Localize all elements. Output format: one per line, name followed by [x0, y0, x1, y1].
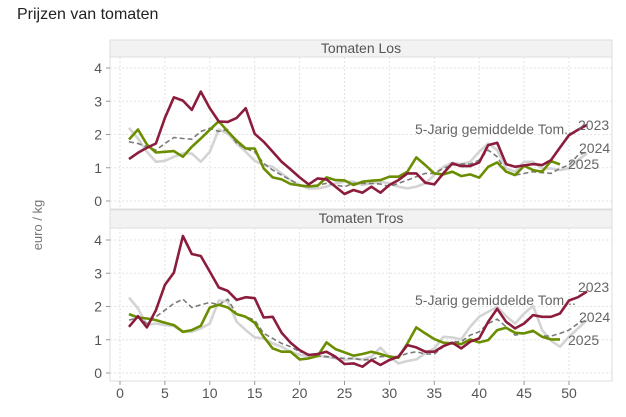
- series-label-2025: 2025: [568, 332, 599, 348]
- chart-title: Prijzen van tomaten: [17, 6, 159, 23]
- y-tick-label: 2: [94, 127, 102, 143]
- series-label-avg: 5-Jarig gemiddelde Tom...: [415, 121, 576, 137]
- x-tick-label: 15: [247, 385, 263, 401]
- x-tick-label: 20: [292, 385, 308, 401]
- series-label-2023: 2023: [578, 117, 609, 133]
- y-tick-label: 3: [94, 93, 102, 109]
- y-tick-label: 4: [94, 232, 102, 248]
- y-tick-label: 4: [94, 60, 102, 76]
- x-tick-label: 5: [161, 385, 169, 401]
- series-label-2023: 2023: [578, 279, 609, 295]
- series-line-2023: [128, 234, 588, 369]
- y-tick-label: 1: [94, 160, 102, 176]
- x-tick-label: 30: [382, 385, 398, 401]
- x-tick-label: 40: [471, 385, 487, 401]
- series-label-2024: 2024: [579, 309, 610, 325]
- x-tick-label: 45: [516, 385, 532, 401]
- x-tick-label: 50: [561, 385, 577, 401]
- series-label-2024: 2024: [579, 140, 610, 156]
- facet-strip-label: Tomaten Tros: [319, 210, 404, 226]
- y-tick-label: 0: [94, 193, 102, 209]
- series-label-avg: 5-Jarig gemiddelde Tom...: [415, 292, 576, 308]
- series-line-2023: [128, 90, 588, 196]
- y-tick-label: 1: [94, 332, 102, 348]
- y-axis-label: euro / kg: [30, 200, 45, 251]
- series-line-2025: [128, 303, 560, 361]
- series-line-2025: [128, 119, 561, 188]
- y-tick-label: 3: [94, 265, 102, 281]
- x-tick-label: 0: [116, 385, 124, 401]
- series-label-2025: 2025: [568, 156, 599, 172]
- x-tick-label: 10: [202, 385, 218, 401]
- x-tick-label: 35: [427, 385, 443, 401]
- y-tick-label: 0: [94, 365, 102, 381]
- facet-strip-label: Tomaten Los: [321, 40, 401, 56]
- x-tick-label: 25: [337, 385, 353, 401]
- y-tick-label: 2: [94, 299, 102, 315]
